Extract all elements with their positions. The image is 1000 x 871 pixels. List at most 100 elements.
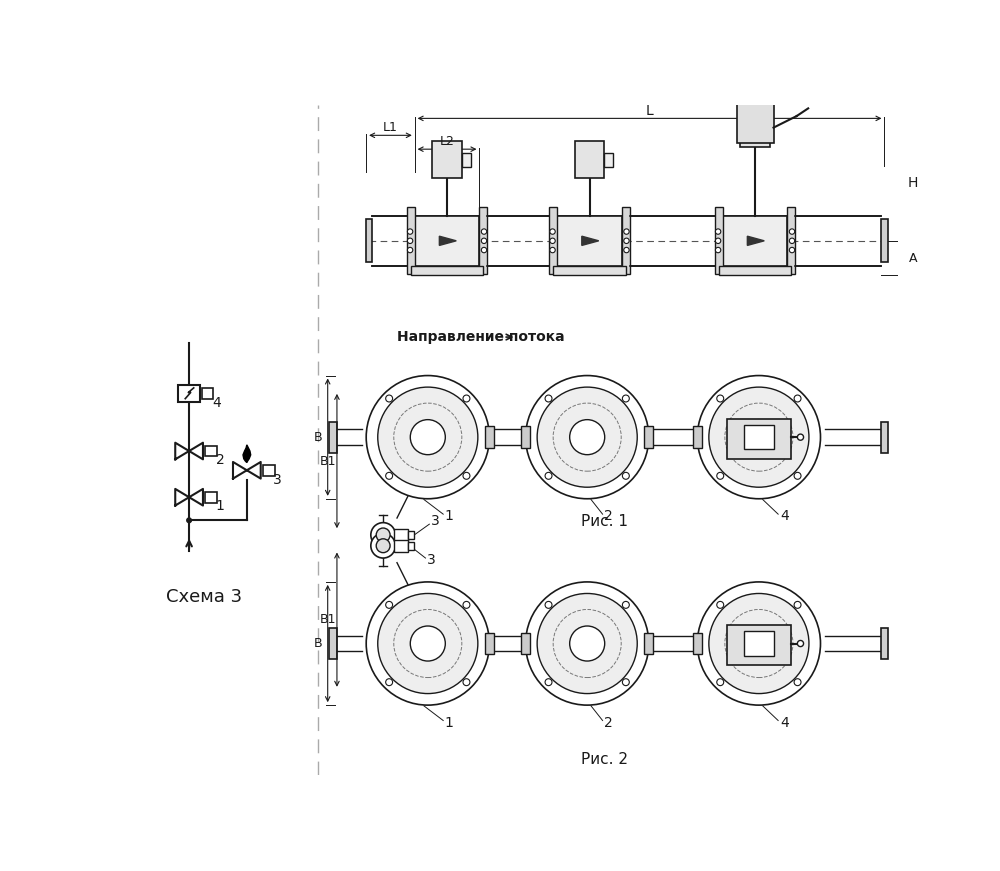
Text: 2: 2	[604, 510, 613, 523]
Circle shape	[570, 626, 605, 661]
Text: B1: B1	[319, 613, 336, 626]
Text: H: H	[908, 176, 918, 190]
Circle shape	[622, 472, 629, 479]
Circle shape	[407, 247, 413, 253]
Circle shape	[407, 229, 413, 234]
Circle shape	[624, 229, 629, 234]
Text: L: L	[646, 104, 653, 118]
Bar	[415, 216, 479, 267]
Circle shape	[537, 593, 637, 693]
Circle shape	[537, 387, 637, 487]
Circle shape	[794, 472, 801, 479]
Text: A: A	[909, 252, 917, 265]
Bar	[881, 422, 888, 453]
Bar	[719, 267, 791, 275]
Bar	[263, 465, 275, 476]
Circle shape	[794, 601, 801, 608]
Bar	[740, 110, 770, 147]
Circle shape	[386, 679, 393, 685]
Bar	[462, 153, 471, 167]
Circle shape	[624, 238, 629, 244]
Circle shape	[463, 472, 470, 479]
Circle shape	[371, 523, 395, 547]
Text: 2: 2	[216, 453, 224, 467]
Text: 3: 3	[273, 472, 282, 487]
Circle shape	[481, 247, 487, 253]
Bar	[178, 385, 200, 402]
Circle shape	[697, 375, 821, 499]
Polygon shape	[582, 236, 599, 246]
Circle shape	[622, 395, 629, 402]
Bar	[693, 427, 702, 448]
Text: Рис. 2: Рис. 2	[581, 752, 628, 766]
Circle shape	[715, 247, 721, 253]
Circle shape	[622, 601, 629, 608]
Circle shape	[624, 247, 629, 253]
Bar	[411, 267, 483, 275]
Circle shape	[717, 679, 724, 685]
Bar	[485, 632, 494, 654]
Bar	[881, 628, 888, 659]
Polygon shape	[243, 445, 251, 463]
Circle shape	[526, 375, 649, 499]
Bar	[727, 625, 791, 665]
Circle shape	[550, 238, 555, 244]
Circle shape	[715, 238, 721, 244]
Circle shape	[715, 229, 721, 234]
Bar	[549, 207, 557, 274]
Text: 1: 1	[215, 499, 224, 514]
Circle shape	[717, 395, 724, 402]
Bar	[644, 632, 653, 654]
Circle shape	[376, 539, 390, 553]
Circle shape	[797, 434, 804, 440]
Circle shape	[481, 229, 487, 234]
Circle shape	[371, 533, 395, 558]
Bar	[744, 425, 774, 449]
Circle shape	[545, 679, 552, 685]
Circle shape	[407, 238, 413, 244]
Circle shape	[386, 395, 393, 402]
Circle shape	[386, 472, 393, 479]
Circle shape	[789, 247, 795, 253]
Bar	[787, 207, 795, 274]
Bar	[202, 388, 213, 399]
Bar	[737, 91, 774, 143]
Text: B1: B1	[319, 455, 336, 468]
Polygon shape	[439, 236, 456, 246]
Bar	[575, 141, 604, 178]
Bar	[205, 446, 217, 456]
Circle shape	[709, 387, 809, 487]
Bar	[604, 153, 613, 167]
Text: 2: 2	[604, 716, 613, 730]
Circle shape	[187, 518, 191, 523]
Circle shape	[526, 582, 649, 706]
Bar	[723, 216, 787, 267]
Text: Схема 3: Схема 3	[166, 588, 243, 606]
Circle shape	[376, 528, 390, 542]
Bar	[408, 531, 414, 539]
Bar	[366, 219, 372, 262]
Circle shape	[386, 601, 393, 608]
Bar	[329, 422, 337, 453]
Bar	[744, 631, 774, 656]
Circle shape	[410, 420, 445, 455]
Bar	[329, 628, 337, 659]
Circle shape	[545, 472, 552, 479]
Bar	[521, 632, 530, 654]
Text: 1: 1	[445, 716, 454, 730]
Circle shape	[545, 601, 552, 608]
Circle shape	[550, 247, 555, 253]
Circle shape	[794, 679, 801, 685]
Bar	[521, 427, 530, 448]
Circle shape	[797, 640, 804, 646]
Circle shape	[378, 593, 478, 693]
Text: Направление потока: Направление потока	[397, 330, 565, 344]
Bar	[693, 632, 702, 654]
Circle shape	[717, 472, 724, 479]
Text: 4: 4	[212, 395, 221, 409]
Text: Рис. 1: Рис. 1	[581, 515, 628, 530]
Circle shape	[463, 395, 470, 402]
Bar	[394, 529, 408, 541]
Text: 4: 4	[780, 716, 789, 730]
Circle shape	[410, 626, 445, 661]
